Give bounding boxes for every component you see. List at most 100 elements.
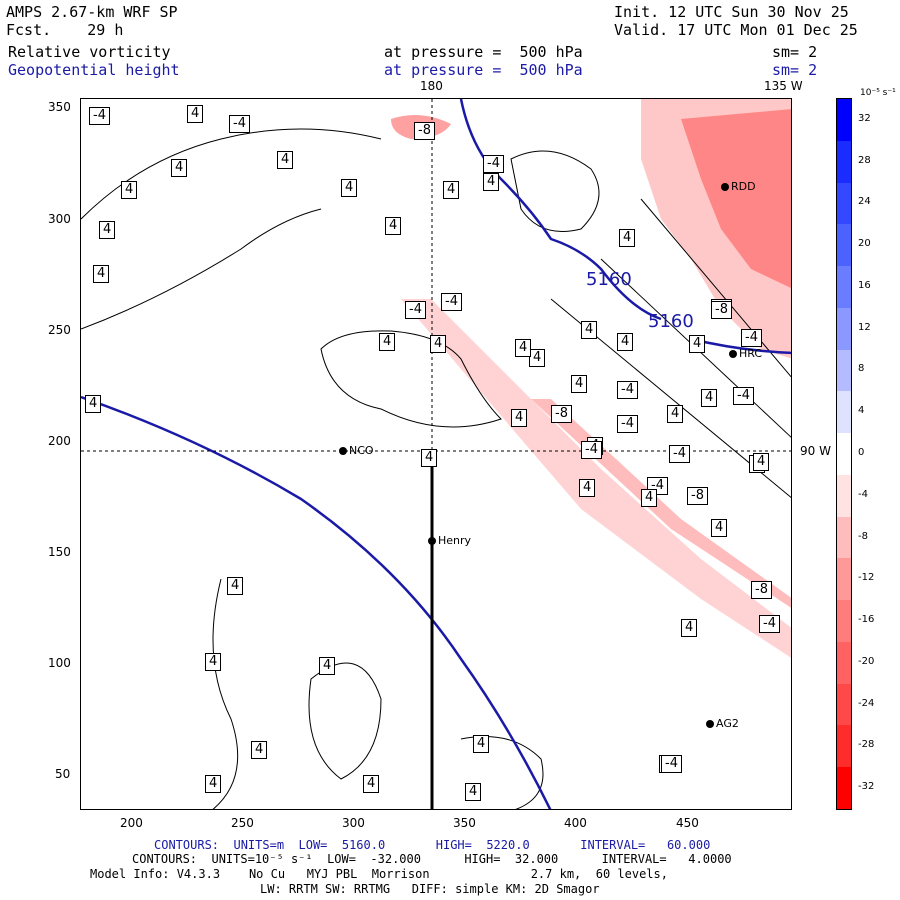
colorbar-tick: -24 (858, 697, 875, 709)
contour-label: 4 (689, 335, 706, 353)
colorbar-segment (837, 391, 851, 434)
vorticity-contour (510, 150, 600, 232)
y-tick: 50 (55, 767, 71, 781)
contour-label: 4 (421, 449, 438, 467)
contour-label: 4 (363, 775, 380, 793)
station-label-ag2: AG2 (716, 717, 739, 730)
contour-label: -4 (483, 155, 504, 173)
contour-label: 4 (711, 519, 728, 537)
colorbar-tick: -4 (858, 488, 868, 500)
field2-level: at pressure = 500 hPa (384, 61, 583, 79)
x-tick: 350 (453, 816, 476, 830)
contour-label: 4 (473, 735, 490, 753)
x-tick: 300 (342, 816, 365, 830)
vorticity-contour (81, 128, 382, 220)
contour-label: -4 (661, 755, 682, 773)
contour-label: -4 (733, 387, 754, 405)
model-physics: LW: RRTM SW: RRTMG DIFF: simple KM: 2D S… (260, 882, 600, 896)
colorbar-segment (837, 725, 851, 768)
x-tick: 400 (564, 816, 587, 830)
colorbar-segment (837, 683, 851, 726)
contour-label: 4 (617, 333, 634, 351)
contour-label: 4 (379, 333, 396, 351)
contour-label: 4 (579, 479, 596, 497)
colorbar-tick: 0 (858, 447, 865, 458)
contour-label: -4 (741, 329, 762, 347)
contour-label: 4 (701, 389, 718, 407)
neg-vorticity-streak-2 (531, 399, 791, 608)
contour-label: 4 (227, 577, 244, 595)
colorbar-tick: 4 (858, 405, 865, 417)
colorbar-segment (837, 224, 851, 267)
colorbar-segment (837, 349, 851, 392)
contour-label: 4 (581, 321, 598, 339)
y-tick: 350 (48, 100, 71, 114)
contour-label: -8 (687, 487, 708, 505)
map-plot[interactable]: NCO Henry RDD HRC AG2 5160 5160 -4 4 -4 … (80, 98, 792, 810)
colorbar-tick: 8 (858, 363, 865, 375)
contour-label: -4 (581, 441, 602, 459)
colorbar-segment (837, 140, 851, 183)
station-label-nco: NCO (349, 444, 374, 457)
station-marker-ag2[interactable] (706, 720, 714, 728)
x-tick: 450 (676, 816, 699, 830)
colorbar-units: 10⁻⁵ s⁻¹ (860, 88, 896, 98)
field2-name: Geopotential height (8, 61, 180, 79)
contour-label: 4 (385, 217, 402, 235)
vorticity-contour (81, 208, 322, 330)
contour-label: 4 (187, 105, 204, 123)
station-marker-rdd[interactable] (721, 183, 729, 191)
contour-label: -8 (711, 301, 732, 319)
contour-label: 4 (277, 151, 294, 169)
lon-label-90w: 90 W (800, 444, 831, 458)
colorbar-segment (837, 516, 851, 559)
contour-label: -4 (229, 115, 250, 133)
vorticity-contour (212, 578, 239, 809)
contour-label: 4 (99, 221, 116, 239)
colorbar-segment (837, 474, 851, 518)
colorbar-tick: -28 (858, 739, 875, 751)
colorbar-segment (837, 99, 851, 142)
height-label: 5160 (648, 311, 694, 332)
y-tick: 200 (48, 434, 71, 448)
contour-label: -8 (551, 405, 572, 423)
contour-label: 4 (430, 335, 447, 353)
contour-label: 4 (205, 775, 222, 793)
colorbar-tick: -12 (858, 572, 875, 584)
contour-label: 4 (681, 619, 698, 637)
height-contour-5160-north (459, 99, 662, 321)
contour-label: -4 (669, 445, 690, 463)
colorbar-segment (837, 767, 851, 810)
colorbar-tick: -16 (858, 614, 875, 626)
colorbar-tick: -8 (858, 530, 868, 542)
height-contour-5160-main (81, 395, 552, 809)
contour-label: -4 (441, 293, 462, 311)
contour-label: -8 (414, 122, 435, 140)
colorbar-tick: 24 (858, 196, 871, 208)
contour-label: -4 (759, 615, 780, 633)
init-time: Init. 12 UTC Sun 30 Nov 25 (614, 3, 849, 21)
colorbar-tick: -32 (858, 781, 875, 793)
station-marker-henry[interactable] (428, 537, 436, 545)
colorbar-tick: -20 (858, 655, 875, 667)
contour-label: 4 (515, 339, 532, 357)
station-marker-hrc[interactable] (729, 350, 737, 358)
contour-label: 4 (443, 181, 460, 199)
contour-label: -4 (617, 415, 638, 433)
colorbar-tick: 28 (858, 154, 871, 166)
station-marker-nco[interactable] (339, 447, 347, 455)
valid-time: Valid. 17 UTC Mon 01 Dec 25 (614, 21, 858, 39)
contour-label: 4 (341, 179, 358, 197)
y-tick: 300 (48, 212, 71, 226)
contour-label: 4 (667, 405, 684, 423)
neg-vorticity-streak-1 (401, 299, 791, 658)
field1-smoothing: sm= 2 (772, 43, 818, 61)
model-title: AMPS 2.67-km WRF SP (6, 3, 178, 21)
station-label-henry: Henry (438, 534, 472, 547)
contour-label: 4 (121, 181, 138, 199)
contour-label: -4 (617, 381, 638, 399)
contour-label: 4 (319, 657, 336, 675)
colorbar-segment (837, 433, 851, 476)
neg-vorticity-core (681, 109, 791, 289)
colorbar-tick: 12 (858, 321, 871, 333)
